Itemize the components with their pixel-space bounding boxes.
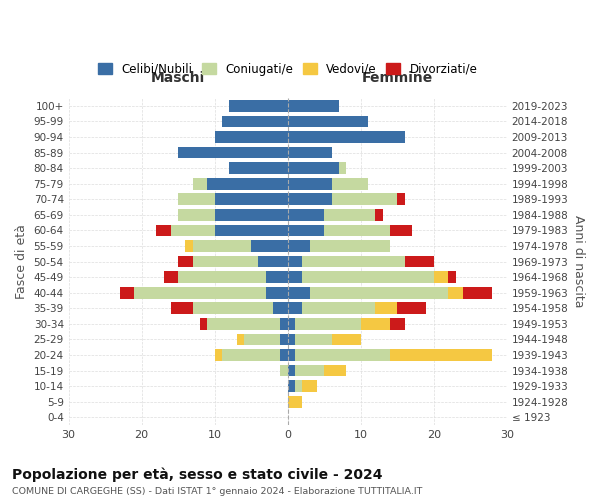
- Bar: [273, 302, 287, 314]
- Bar: [287, 256, 302, 268]
- Bar: [156, 224, 171, 236]
- Bar: [280, 349, 287, 361]
- Bar: [266, 287, 287, 298]
- Bar: [331, 178, 368, 190]
- Bar: [287, 287, 310, 298]
- Bar: [287, 224, 324, 236]
- Bar: [448, 287, 463, 298]
- Bar: [178, 194, 215, 205]
- Bar: [324, 224, 390, 236]
- Bar: [259, 256, 287, 268]
- Bar: [287, 100, 339, 112]
- Y-axis label: Fasce di età: Fasce di età: [15, 224, 28, 299]
- Bar: [310, 287, 448, 298]
- Text: COMUNE DI CARGEGHE (SS) - Dati ISTAT 1° gennaio 2024 - Elaborazione TUTTITALIA.I: COMUNE DI CARGEGHE (SS) - Dati ISTAT 1° …: [12, 488, 422, 496]
- Bar: [390, 318, 404, 330]
- Bar: [376, 209, 383, 220]
- Bar: [376, 302, 397, 314]
- Bar: [222, 116, 287, 127]
- Bar: [287, 334, 295, 345]
- Bar: [287, 131, 404, 143]
- Bar: [324, 209, 376, 220]
- Bar: [287, 178, 331, 190]
- Bar: [251, 240, 287, 252]
- Bar: [229, 162, 287, 174]
- Bar: [310, 240, 390, 252]
- Bar: [331, 194, 397, 205]
- Bar: [120, 287, 134, 298]
- Bar: [193, 240, 251, 252]
- Bar: [178, 146, 287, 158]
- Bar: [287, 396, 302, 407]
- Bar: [295, 334, 331, 345]
- Bar: [178, 272, 266, 283]
- Bar: [404, 256, 434, 268]
- Text: Femmine: Femmine: [362, 71, 433, 85]
- Bar: [287, 194, 331, 205]
- Bar: [164, 272, 178, 283]
- Bar: [448, 272, 455, 283]
- Bar: [193, 178, 208, 190]
- Bar: [280, 365, 287, 376]
- Bar: [287, 380, 295, 392]
- Bar: [390, 224, 412, 236]
- Legend: Celibi/Nubili, Coniugati/e, Vedovi/e, Divorziati/e: Celibi/Nubili, Coniugati/e, Vedovi/e, Di…: [93, 58, 482, 80]
- Bar: [339, 162, 346, 174]
- Bar: [280, 318, 287, 330]
- Bar: [295, 365, 324, 376]
- Bar: [134, 287, 266, 298]
- Bar: [215, 349, 222, 361]
- Y-axis label: Anni di nascita: Anni di nascita: [572, 216, 585, 308]
- Bar: [434, 272, 448, 283]
- Bar: [302, 272, 434, 283]
- Bar: [302, 380, 317, 392]
- Bar: [287, 146, 331, 158]
- Bar: [215, 224, 287, 236]
- Bar: [178, 256, 193, 268]
- Bar: [215, 131, 287, 143]
- Bar: [331, 334, 361, 345]
- Bar: [193, 302, 273, 314]
- Bar: [229, 100, 287, 112]
- Bar: [287, 365, 295, 376]
- Bar: [208, 318, 280, 330]
- Bar: [287, 272, 302, 283]
- Bar: [171, 224, 215, 236]
- Bar: [200, 318, 208, 330]
- Bar: [287, 302, 302, 314]
- Text: Popolazione per età, sesso e stato civile - 2024: Popolazione per età, sesso e stato civil…: [12, 468, 383, 482]
- Bar: [361, 318, 390, 330]
- Bar: [236, 334, 244, 345]
- Bar: [287, 162, 339, 174]
- Bar: [324, 365, 346, 376]
- Bar: [185, 240, 193, 252]
- Bar: [266, 272, 287, 283]
- Bar: [397, 194, 404, 205]
- Bar: [397, 302, 427, 314]
- Bar: [215, 209, 287, 220]
- Bar: [287, 318, 295, 330]
- Bar: [302, 256, 404, 268]
- Bar: [287, 240, 310, 252]
- Bar: [222, 349, 280, 361]
- Bar: [390, 349, 492, 361]
- Bar: [295, 318, 361, 330]
- Bar: [280, 334, 287, 345]
- Bar: [287, 349, 295, 361]
- Bar: [295, 349, 390, 361]
- Text: Maschi: Maschi: [151, 71, 205, 85]
- Bar: [178, 209, 215, 220]
- Bar: [193, 256, 259, 268]
- Bar: [215, 194, 287, 205]
- Bar: [287, 209, 324, 220]
- Bar: [463, 287, 492, 298]
- Bar: [171, 302, 193, 314]
- Bar: [244, 334, 280, 345]
- Bar: [295, 380, 302, 392]
- Bar: [208, 178, 287, 190]
- Bar: [287, 116, 368, 127]
- Bar: [302, 302, 376, 314]
